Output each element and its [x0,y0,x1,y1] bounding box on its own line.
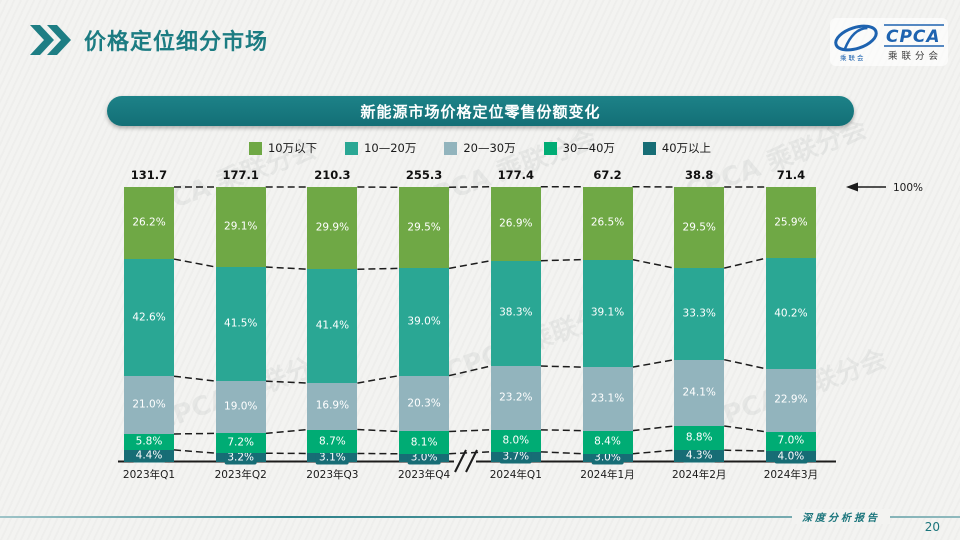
dashed-connector [449,451,491,455]
cpca-logo-graphic: 乘联会 CPCA 乘联分会 [834,24,944,62]
legend-item: 40万以上 [642,140,712,156]
header: 价格定位细分市场 [30,24,268,56]
dashed-connector [632,449,675,455]
legend-swatch [543,141,557,155]
legend-item: 10万以下 [248,140,318,156]
legend-swatch [248,141,262,155]
dashed-connector [540,365,583,368]
legend-swatch [642,141,656,155]
dashed-connector [265,380,308,384]
footer-label: 深度分析报告 [792,509,890,524]
logo-abbr: CPCA [886,27,941,47]
dashed-connector [173,375,216,382]
legend-item: 10—20万 [345,140,416,156]
double-chevron-icon [30,25,71,55]
dashed-connector [357,428,400,433]
legend-label: 40万以上 [661,141,712,155]
dashed-connector [632,258,675,269]
dashed-connector [357,267,400,270]
dashed-connector [265,266,308,270]
axis-break-gap [454,458,476,465]
dashed-connector [540,451,583,455]
logo-cn-small: 乘联会 [840,53,866,62]
dashed-connector [540,429,583,432]
chart-title-banner: 新能源市场价格定位零售份额变化 [107,96,854,126]
dashed-connector [724,257,767,269]
logo-cn: 乘联分会 [888,50,942,62]
chart-legend: 10万以下 10—20万 20—30万 30—40万 40万以上 [0,140,960,156]
hundred-percent-arrow-head [846,182,858,192]
dashed-connector [632,425,675,432]
dashed-connector [449,185,491,189]
legend-label: 10万以下 [267,141,318,155]
hundred-percent-label: 100% [893,182,923,194]
dashed-connector [724,425,767,433]
dashed-connector [632,358,675,368]
page-title: 价格定位细分市场 [84,30,269,55]
dashed-connector [173,258,216,268]
axis-break-slash [465,449,478,473]
legend-label: 30—40万 [562,141,615,155]
dashed-connector [724,449,766,452]
dashed-connector [448,259,491,270]
axis-break-slash [454,449,467,473]
cpca-logo: 乘联会 CPCA 乘联分会 [830,18,948,66]
dashed-connector [724,358,767,370]
dashed-connector [173,432,216,435]
legend-label: 20—30万 [463,141,516,155]
legend-swatch [444,141,458,155]
legend-item: 20—30万 [444,140,516,156]
footer-divider [0,516,960,518]
legend-label: 10—20万 [364,141,417,155]
legend-swatch [345,141,359,155]
legend-item: 30—40万 [543,140,615,156]
dashed-connector [540,258,583,262]
dashed-connector [448,365,491,377]
page-number: 20 [924,520,940,534]
dashed-connector [357,374,400,384]
dashed-connector [449,429,491,433]
dashed-connector [173,449,216,454]
chart-title: 新能源市场价格定位零售份额变化 [360,102,601,121]
dashed-connector [265,428,308,435]
